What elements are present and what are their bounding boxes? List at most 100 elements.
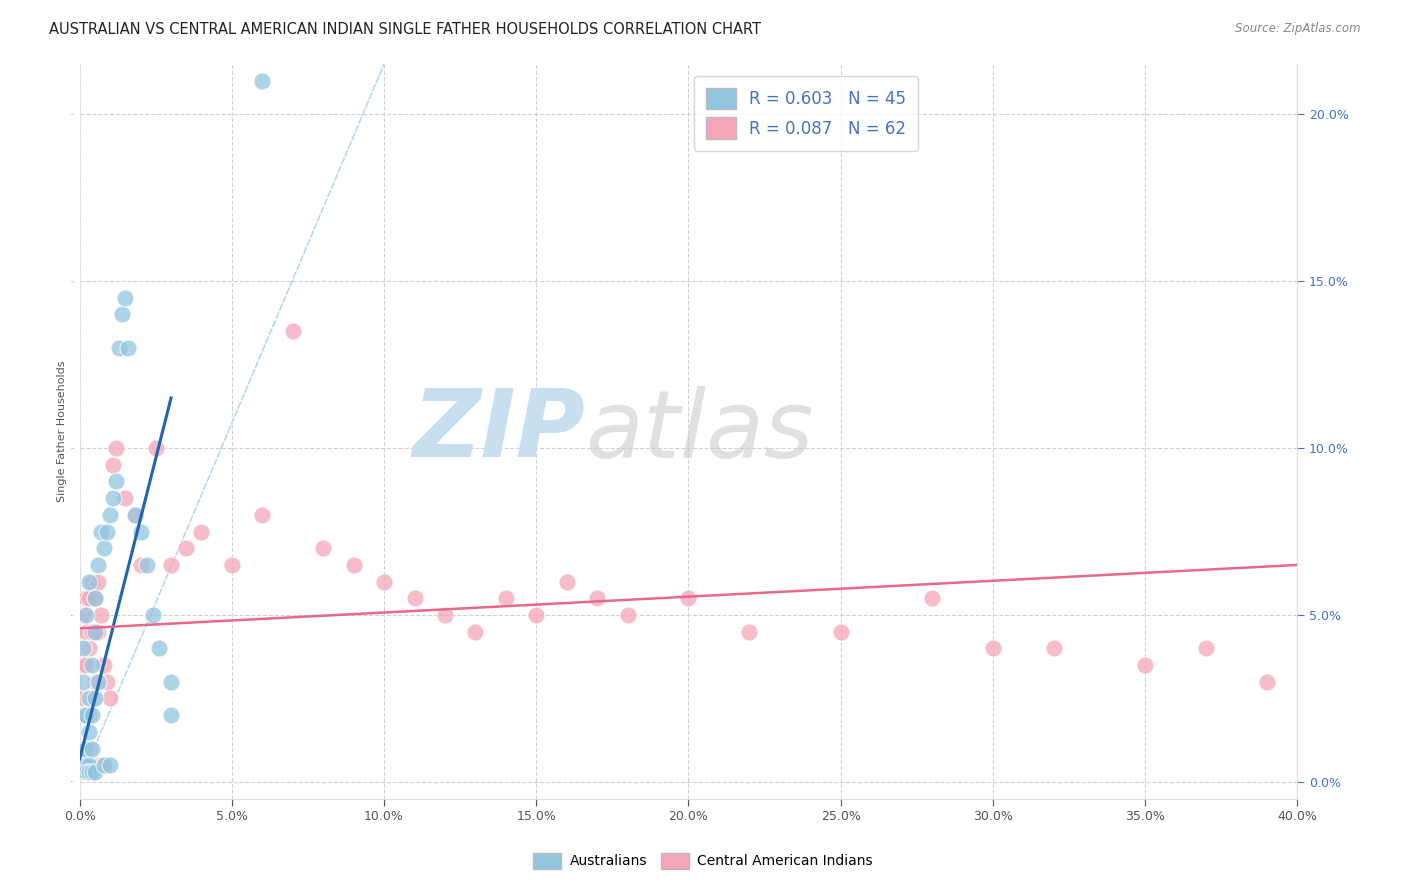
Point bbox=[75, 708, 97, 723]
Legend: R = 0.603   N = 45, R = 0.087   N = 62: R = 0.603 N = 45, R = 0.087 N = 62 bbox=[693, 76, 918, 151]
Point bbox=[221, 558, 243, 572]
Point bbox=[72, 741, 94, 756]
Point bbox=[75, 658, 97, 673]
Point bbox=[75, 607, 97, 622]
Point bbox=[103, 491, 125, 505]
Point bbox=[80, 624, 103, 639]
Point bbox=[108, 341, 131, 355]
Point bbox=[1133, 658, 1156, 673]
Point bbox=[72, 658, 94, 673]
Point bbox=[98, 758, 121, 772]
Point bbox=[87, 558, 110, 572]
Point bbox=[72, 758, 94, 772]
Point bbox=[84, 591, 107, 606]
Point bbox=[72, 674, 94, 689]
Text: ZIP: ZIP bbox=[412, 385, 585, 477]
Point bbox=[75, 708, 97, 723]
Point bbox=[1195, 641, 1218, 656]
Point bbox=[433, 607, 456, 622]
Point bbox=[117, 341, 139, 355]
Point bbox=[80, 741, 103, 756]
Point bbox=[1256, 674, 1278, 689]
Text: AUSTRALIAN VS CENTRAL AMERICAN INDIAN SINGLE FATHER HOUSEHOLDS CORRELATION CHART: AUSTRALIAN VS CENTRAL AMERICAN INDIAN SI… bbox=[49, 22, 761, 37]
Point bbox=[84, 591, 107, 606]
Point bbox=[404, 591, 426, 606]
Point bbox=[174, 541, 197, 556]
Point bbox=[135, 558, 157, 572]
Point bbox=[148, 641, 170, 656]
Legend: Australians, Central American Indians: Australians, Central American Indians bbox=[527, 847, 879, 874]
Point bbox=[373, 574, 395, 589]
Point bbox=[98, 508, 121, 522]
Point bbox=[72, 691, 94, 706]
Point bbox=[75, 741, 97, 756]
Point bbox=[103, 458, 125, 472]
Point bbox=[87, 624, 110, 639]
Point bbox=[495, 591, 517, 606]
Point bbox=[80, 574, 103, 589]
Point bbox=[93, 541, 115, 556]
Point bbox=[124, 508, 146, 522]
Point bbox=[190, 524, 212, 539]
Point bbox=[80, 708, 103, 723]
Point bbox=[524, 607, 547, 622]
Point bbox=[84, 674, 107, 689]
Y-axis label: Single Father Households: Single Father Households bbox=[58, 360, 67, 502]
Point bbox=[90, 607, 112, 622]
Point bbox=[142, 607, 165, 622]
Point bbox=[80, 764, 103, 779]
Point bbox=[678, 591, 700, 606]
Point bbox=[87, 758, 110, 772]
Point bbox=[72, 741, 94, 756]
Point bbox=[84, 624, 107, 639]
Point bbox=[252, 74, 274, 88]
Point bbox=[96, 524, 118, 539]
Point bbox=[75, 764, 97, 779]
Point bbox=[77, 691, 100, 706]
Point bbox=[77, 641, 100, 656]
Point bbox=[80, 691, 103, 706]
Point bbox=[84, 691, 107, 706]
Point bbox=[72, 607, 94, 622]
Point bbox=[921, 591, 943, 606]
Point bbox=[93, 758, 115, 772]
Point bbox=[312, 541, 335, 556]
Point bbox=[77, 764, 100, 779]
Point bbox=[830, 624, 852, 639]
Point bbox=[75, 758, 97, 772]
Point bbox=[160, 674, 183, 689]
Point bbox=[77, 758, 100, 772]
Point bbox=[90, 524, 112, 539]
Point bbox=[75, 741, 97, 756]
Point bbox=[72, 708, 94, 723]
Point bbox=[105, 475, 128, 489]
Point bbox=[93, 658, 115, 673]
Point bbox=[114, 491, 136, 505]
Point bbox=[77, 758, 100, 772]
Point bbox=[738, 624, 761, 639]
Point bbox=[114, 291, 136, 305]
Point bbox=[87, 674, 110, 689]
Point bbox=[90, 758, 112, 772]
Point bbox=[1042, 641, 1064, 656]
Point bbox=[98, 691, 121, 706]
Point bbox=[77, 708, 100, 723]
Text: Source: ZipAtlas.com: Source: ZipAtlas.com bbox=[1236, 22, 1361, 36]
Point bbox=[281, 324, 304, 338]
Point bbox=[555, 574, 578, 589]
Point bbox=[160, 708, 183, 723]
Point bbox=[80, 658, 103, 673]
Point bbox=[252, 508, 274, 522]
Point bbox=[145, 441, 167, 455]
Point bbox=[129, 524, 152, 539]
Point bbox=[981, 641, 1004, 656]
Point bbox=[75, 591, 97, 606]
Point bbox=[124, 508, 146, 522]
Point bbox=[616, 607, 638, 622]
Point bbox=[77, 725, 100, 739]
Point bbox=[96, 674, 118, 689]
Point bbox=[343, 558, 366, 572]
Point bbox=[80, 758, 103, 772]
Point bbox=[84, 758, 107, 772]
Point bbox=[77, 741, 100, 756]
